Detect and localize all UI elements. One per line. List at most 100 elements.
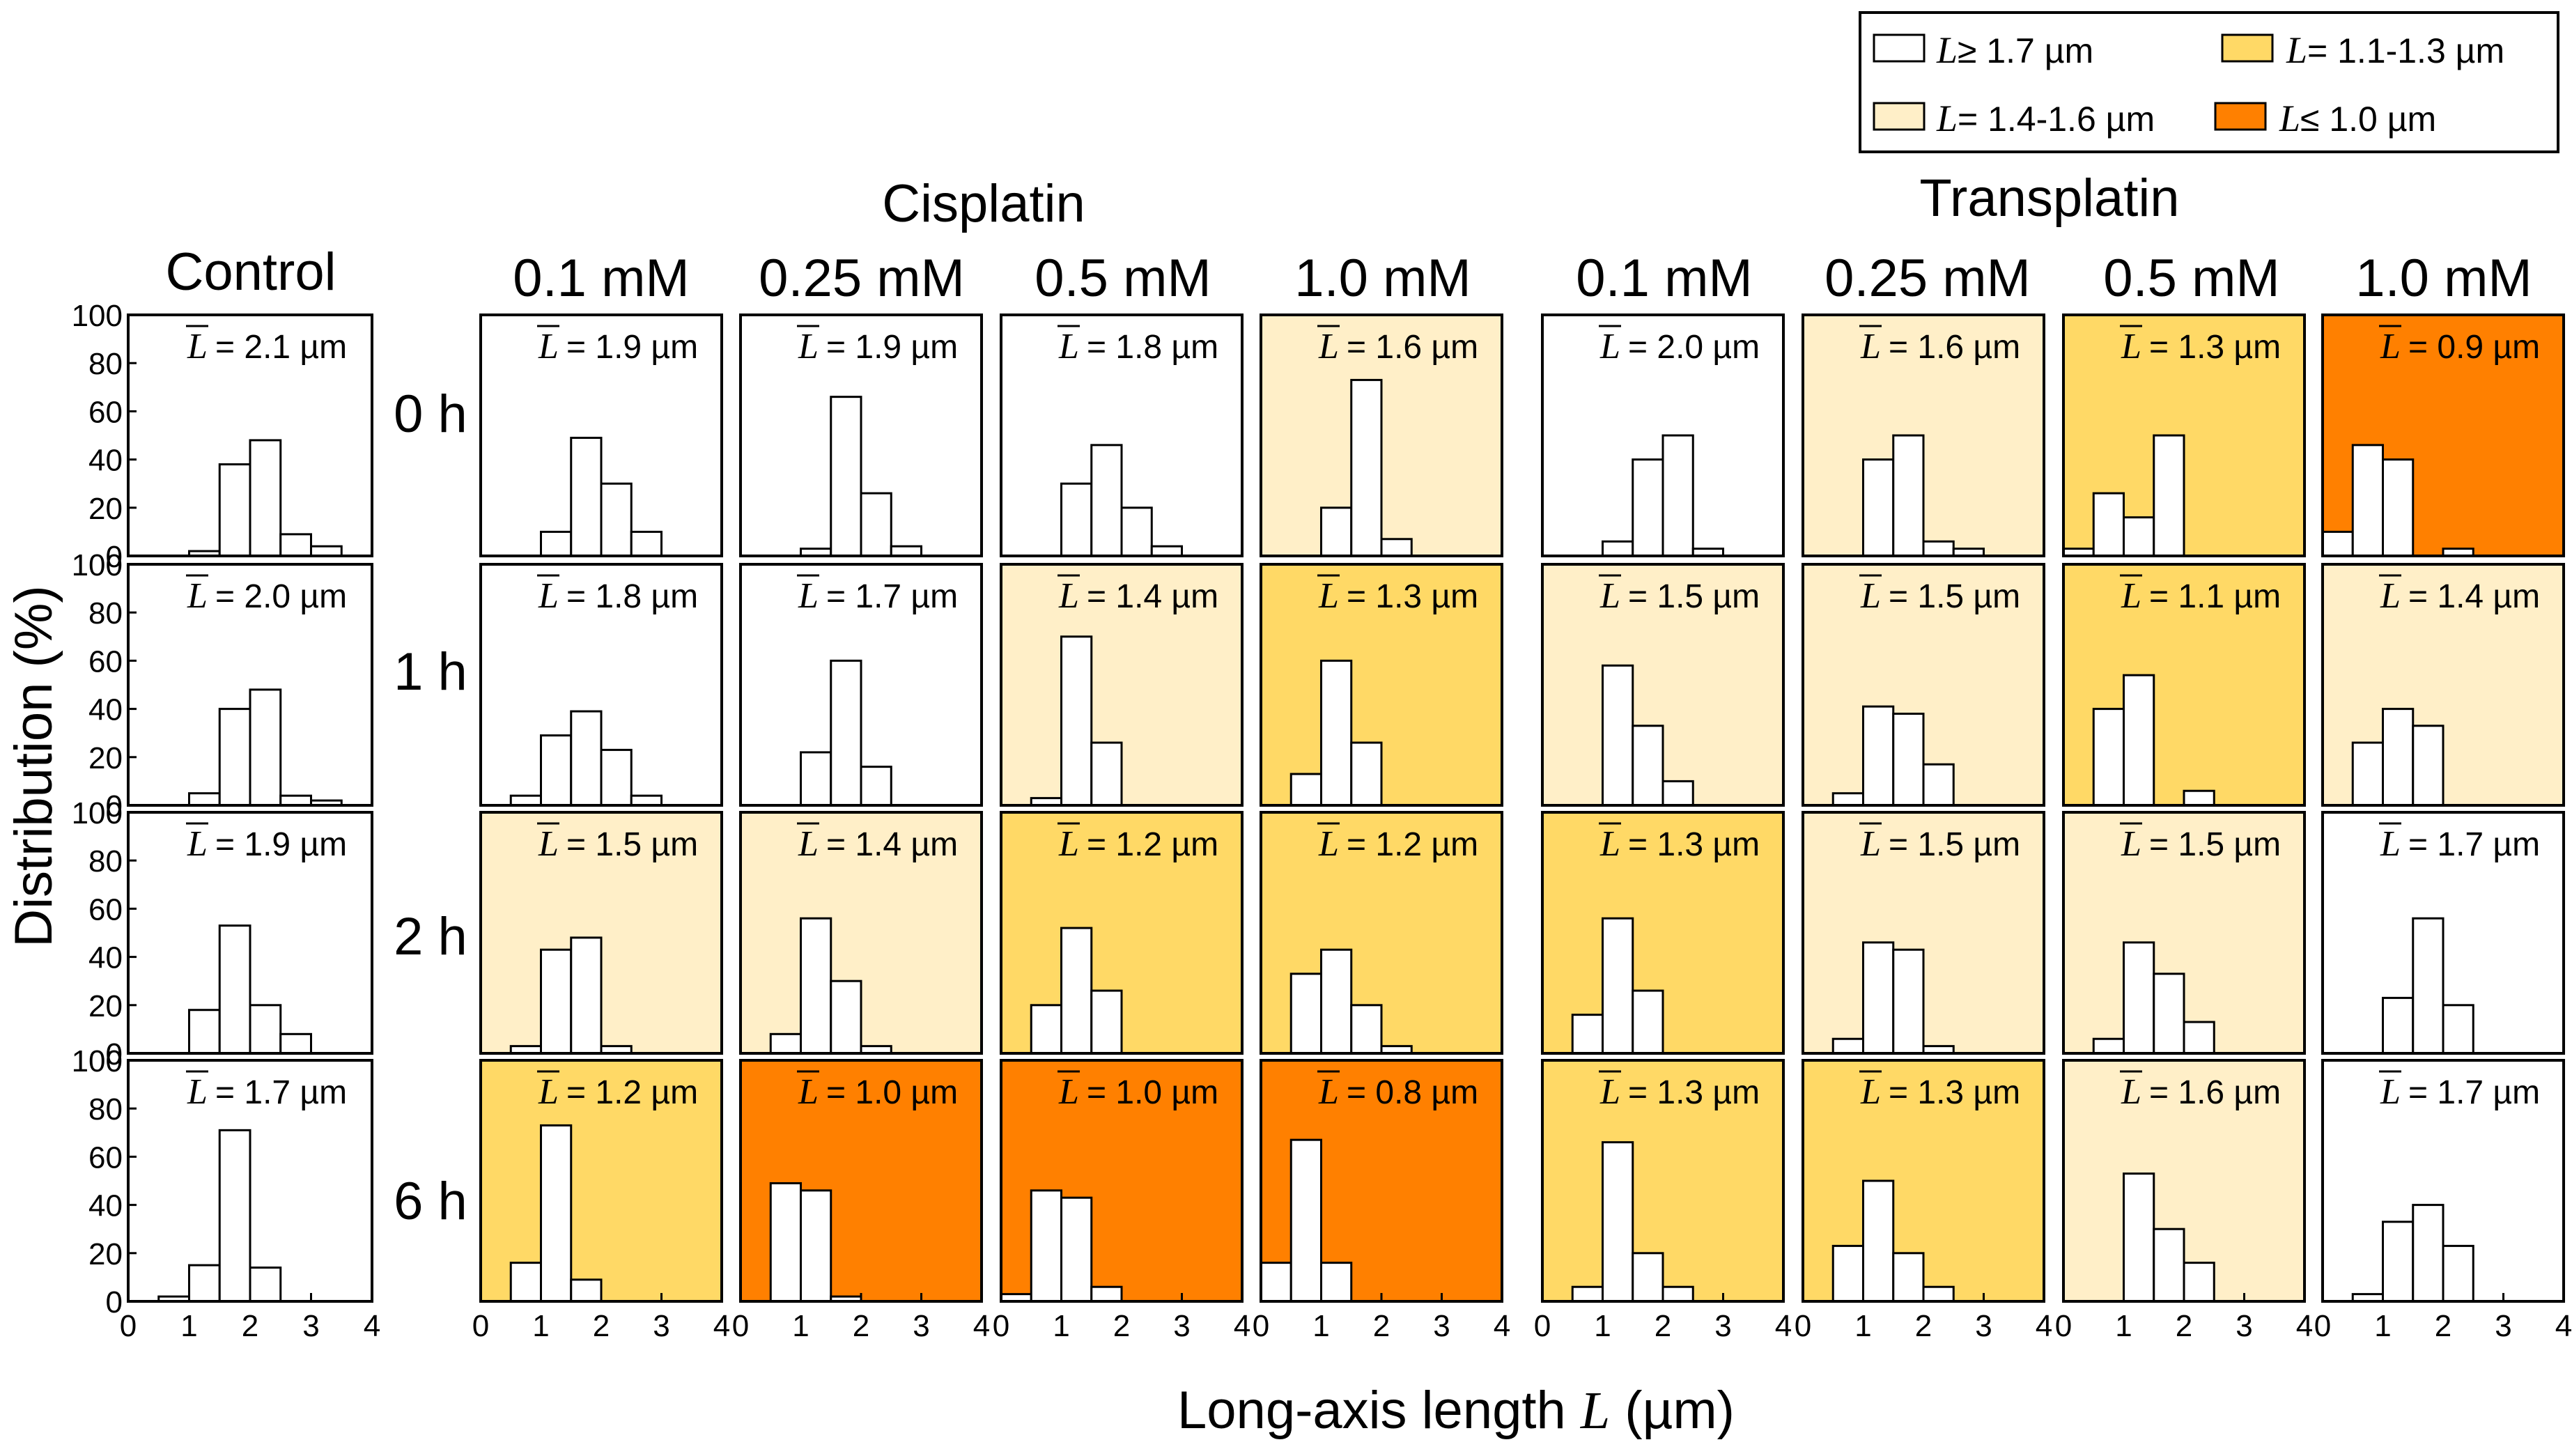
mean-symbol: L [1860, 824, 1881, 864]
y-tick-label: 60 [88, 892, 123, 927]
histogram-bar [2123, 1172, 2155, 1303]
panel-control-6h: L = 1.7 µm 0 20 40 60 80 100 0 1 2 3 4 [72, 1044, 381, 1343]
x-tick-label: 2 [2176, 1309, 2192, 1343]
mean-value: = 2.1 µm [215, 329, 347, 366]
panel-transplatin-1.0mM-2h: L = 1.7 µm [2321, 811, 2565, 1055]
panel-cisplatin-1.0mM-0h: L = 1.6 µm [1260, 313, 1503, 557]
conc-label-trans-0.5: 0.5 mM [2103, 249, 2279, 308]
histogram-bar [1661, 1285, 1694, 1303]
panel-transplatin-0.5mM-0h: L = 1.3 µm [2062, 313, 2306, 557]
x-tick-label: 4 [1775, 1309, 1792, 1343]
panel-transplatin-1.0mM-1h: L = 1.4 µm [2321, 563, 2565, 807]
x-tick-label: 2 [1113, 1309, 1130, 1343]
panel-transplatin-0.25mM-0h: L = 1.6 µm [1802, 313, 2045, 557]
histogram-bar [249, 439, 282, 557]
x-tick-label: 0 [1795, 1309, 1811, 1343]
histogram-bar [1571, 1014, 1604, 1055]
histogram-bar [1090, 444, 1123, 557]
histogram-bar [1120, 506, 1153, 557]
x-tick-label: 3 [2236, 1309, 2252, 1343]
x-tick-label: 3 [1975, 1309, 1992, 1343]
histogram-bar [1922, 1285, 1955, 1303]
histogram-bar [2153, 1227, 2185, 1303]
histogram-bar [2382, 458, 2415, 557]
mean-symbol: L [1599, 576, 1620, 616]
histogram-bar [2412, 917, 2445, 1055]
mean-symbol: L [1058, 576, 1079, 616]
x-tick-label: 1 [1594, 1309, 1611, 1343]
legend: L ≥ 1.7 µm L = 1.1-1.3 µm L = 1.4-1.6 µm… [1859, 11, 2559, 153]
legend-entry-2: L = 1.1-1.3 µm [2221, 29, 2504, 71]
y-tick-label: 40 [88, 1189, 123, 1223]
panel-frame [1000, 313, 1244, 557]
mean-symbol: L [1058, 327, 1079, 366]
mean-value: = 1.9 µm [566, 329, 698, 366]
panel-control-0h: L = 2.1 µm 0 20 40 60 80 100 [72, 299, 373, 574]
mean-value: = 1.9 µm [215, 826, 347, 863]
panel-transplatin-0.5mM-6h: L = 1.6 µm 0 1 2 3 4 [2055, 1059, 2313, 1343]
y-tick-label: 80 [88, 1092, 123, 1126]
mean-value: = 1.6 µm [2149, 1074, 2281, 1111]
histogram-bar [188, 792, 221, 807]
y-tick-label: 0 [106, 1037, 123, 1071]
histogram-bar [1350, 741, 1383, 807]
x-tick-label: 4 [973, 1309, 990, 1343]
mean-value: = 1.4 µm [1087, 578, 1218, 615]
panel-frame [479, 563, 723, 807]
mean-value: = 1.5 µm [1889, 826, 2020, 863]
panel-transplatin-0.1mM-2h: L = 1.3 µm [1541, 811, 1785, 1055]
mean-value: = 1.2 µm [1347, 826, 1478, 863]
histogram-bar [1289, 973, 1322, 1055]
panel-frame [1541, 313, 1785, 557]
histogram-bar [1892, 948, 1925, 1055]
x-tick-label: 2 [242, 1309, 258, 1343]
panel-cisplatin-0.5mM-0h: L = 1.8 µm [1000, 313, 1244, 557]
y-tick-label: 20 [88, 741, 123, 775]
mean-value: = 2.0 µm [1628, 329, 1760, 366]
x-tick-label: 4 [713, 1309, 730, 1343]
panel-frame [2062, 563, 2306, 807]
histogram-bar [2382, 708, 2415, 807]
y-tick-label: 100 [72, 1044, 123, 1078]
y-tick-label: 20 [88, 989, 123, 1023]
histogram-bar [249, 688, 282, 807]
panel-frame [739, 811, 983, 1055]
conc-label-cis-1.0: 1.0 mM [1294, 249, 1471, 308]
panel-cisplatin-0.1mM-1h: L = 1.8 µm [479, 563, 723, 807]
histogram-bar [1030, 1189, 1062, 1303]
x-tick-label: 1 [1854, 1309, 1871, 1343]
mean-value: = 1.5 µm [1889, 578, 2020, 615]
histogram-bar [1320, 948, 1353, 1055]
histogram-bar [2183, 789, 2215, 807]
histogram-bar [1922, 763, 1955, 807]
histogram-bar [860, 492, 892, 557]
mean-symbol: L [1318, 824, 1339, 864]
mean-symbol: L [187, 327, 208, 366]
legend-entry-4: L ≤ 1.0 µm [2214, 98, 2436, 139]
histogram-bar [800, 751, 832, 807]
histogram-bar [1320, 1262, 1353, 1303]
conc-label-cis-0.25: 0.25 mM [759, 249, 965, 308]
panel-transplatin-0.25mM-2h: L = 1.5 µm [1802, 811, 2045, 1055]
histogram-bar [2351, 444, 2384, 557]
x-tick-label: 4 [2555, 1309, 2572, 1343]
histogram-bar [249, 1267, 282, 1303]
histogram-bar [1661, 780, 1694, 807]
x-tick-label: 3 [1173, 1309, 1190, 1343]
panel-frame [2062, 313, 2306, 557]
histogram-bar [769, 1032, 802, 1055]
histogram-bar [2123, 674, 2155, 807]
histogram-bar [2153, 973, 2185, 1055]
x-tick-label: 0 [1534, 1309, 1551, 1343]
panel-frame [1802, 563, 2045, 807]
x-tick-label: 4 [1234, 1309, 1250, 1343]
x-tick-label: 0 [1253, 1309, 1269, 1343]
panel-cisplatin-0.1mM-6h: L = 1.2 µm 0 1 2 3 4 [472, 1059, 730, 1343]
histogram-bar [1289, 773, 1322, 807]
histogram-bar [1862, 705, 1895, 807]
histogram-bar [1632, 725, 1664, 807]
panel-frame [1541, 563, 1785, 807]
legend-text-2: = 1.1-1.3 µm [2307, 31, 2504, 70]
histogram-bar [540, 734, 573, 807]
